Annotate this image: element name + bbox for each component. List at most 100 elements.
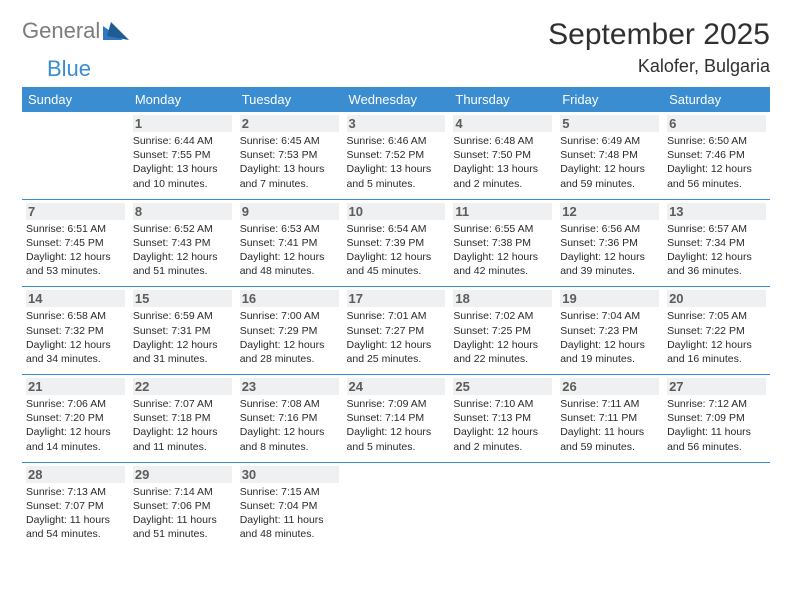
calendar-cell: 15 Sunrise: 6:59 AMSunset: 7:31 PMDayligh… [129,287,236,375]
header: General September 2025 Kalofer, Bulgaria [22,18,770,77]
day-info: Sunrise: 7:10 AMSunset: 7:13 PMDaylight:… [453,397,552,454]
day-number: 13 [667,203,766,220]
month-title: September 2025 [548,18,770,52]
calendar-cell: 11Sunrise: 6:55 AMSunset: 7:38 PMDayligh… [449,199,556,287]
calendar-cell: 25 Sunrise: 7:10 AMSunset: 7:13 PMDayligh… [449,375,556,463]
day-number: 25 [453,378,552,395]
logo-triangle-icon [103,22,129,40]
weekday-header: Tuesday [236,87,343,112]
location: Kalofer, Bulgaria [548,56,770,77]
day-number: 22 [133,378,232,395]
calendar-cell: 1 Sunrise: 6:44 AMSunset: 7:55 PMDaylight… [129,112,236,199]
calendar-cell [343,462,450,549]
day-number: 30 [240,466,339,483]
calendar-cell: 10 Sunrise: 6:54 AMSunset: 7:39 PMDayligh… [343,199,450,287]
day-number: 19 [560,290,659,307]
day-number: 11 [453,203,552,220]
day-number: 23 [240,378,339,395]
calendar-cell: 9 Sunrise: 6:53 AMSunset: 7:41 PMDaylight… [236,199,343,287]
weekday-header: Friday [556,87,663,112]
day-number: 14 [26,290,125,307]
day-info: Sunrise: 7:13 AMSunset: 7:07 PMDaylight:… [26,485,125,542]
day-number: 10 [347,203,446,220]
day-info: Sunrise: 6:58 AMSunset: 7:32 PMDaylight:… [26,309,125,366]
calendar-cell: 4 Sunrise: 6:48 AMSunset: 7:50 PMDaylight… [449,112,556,199]
calendar-cell [663,462,770,549]
day-info: Sunrise: 7:15 AMSunset: 7:04 PMDaylight:… [240,485,339,542]
calendar-row: 21 Sunrise: 7:06 AMSunset: 7:20 PMDayligh… [22,375,770,463]
day-number: 27 [667,378,766,395]
day-number: 12 [560,203,659,220]
calendar-cell: 27Sunrise: 7:12 AMSunset: 7:09 PMDayligh… [663,375,770,463]
calendar-cell: 3 Sunrise: 6:46 AMSunset: 7:52 PMDaylight… [343,112,450,199]
day-info: Sunrise: 7:08 AMSunset: 7:16 PMDaylight:… [240,397,339,454]
calendar-cell: 2 Sunrise: 6:45 AMSunset: 7:53 PMDaylight… [236,112,343,199]
day-info: Sunrise: 6:46 AMSunset: 7:52 PMDaylight:… [347,134,446,191]
day-number: 18 [453,290,552,307]
calendar-cell [556,462,663,549]
weekday-header: Sunday [22,87,129,112]
day-info: Sunrise: 7:02 AMSunset: 7:25 PMDaylight:… [453,309,552,366]
calendar-row: 7 Sunrise: 6:51 AMSunset: 7:45 PMDaylight… [22,199,770,287]
weekday-header: Monday [129,87,236,112]
calendar-row: 1 Sunrise: 6:44 AMSunset: 7:55 PMDaylight… [22,112,770,199]
day-info: Sunrise: 6:48 AMSunset: 7:50 PMDaylight:… [453,134,552,191]
day-number: 16 [240,290,339,307]
day-info: Sunrise: 7:11 AMSunset: 7:11 PMDaylight:… [560,397,659,454]
day-info: Sunrise: 6:56 AMSunset: 7:36 PMDaylight:… [560,222,659,279]
day-number: 4 [453,115,552,132]
day-info: Sunrise: 6:50 AMSunset: 7:46 PMDaylight:… [667,134,766,191]
day-number: 15 [133,290,232,307]
day-number: 28 [26,466,125,483]
weekday-header-row: Sunday Monday Tuesday Wednesday Thursday… [22,87,770,112]
day-info: Sunrise: 7:06 AMSunset: 7:20 PMDaylight:… [26,397,125,454]
day-number: 3 [347,115,446,132]
day-info: Sunrise: 7:09 AMSunset: 7:14 PMDaylight:… [347,397,446,454]
day-number: 1 [133,115,232,132]
day-info: Sunrise: 6:59 AMSunset: 7:31 PMDaylight:… [133,309,232,366]
calendar-cell: 29 Sunrise: 7:14 AMSunset: 7:06 PMDayligh… [129,462,236,549]
day-info: Sunrise: 6:54 AMSunset: 7:39 PMDaylight:… [347,222,446,279]
weekday-header: Wednesday [343,87,450,112]
calendar-cell: 22 Sunrise: 7:07 AMSunset: 7:18 PMDayligh… [129,375,236,463]
calendar-cell: 12 Sunrise: 6:56 AMSunset: 7:36 PMDayligh… [556,199,663,287]
day-number: 9 [240,203,339,220]
calendar-cell: 24 Sunrise: 7:09 AMSunset: 7:14 PMDayligh… [343,375,450,463]
day-number: 6 [667,115,766,132]
calendar-body: 1 Sunrise: 6:44 AMSunset: 7:55 PMDaylight… [22,112,770,549]
calendar-cell: 26 Sunrise: 7:11 AMSunset: 7:11 PMDayligh… [556,375,663,463]
calendar-cell: 8 Sunrise: 6:52 AMSunset: 7:43 PMDaylight… [129,199,236,287]
calendar-row: 28 Sunrise: 7:13 AMSunset: 7:07 PMDayligh… [22,462,770,549]
day-number: 5 [560,115,659,132]
weekday-header: Saturday [663,87,770,112]
calendar-cell: 5 Sunrise: 6:49 AMSunset: 7:48 PMDaylight… [556,112,663,199]
day-number: 7 [26,203,125,220]
day-number: 17 [347,290,446,307]
calendar-cell: 20Sunrise: 7:05 AMSunset: 7:22 PMDayligh… [663,287,770,375]
logo-text-general: General [22,18,100,44]
day-info: Sunrise: 6:44 AMSunset: 7:55 PMDaylight:… [133,134,232,191]
day-number: 29 [133,466,232,483]
day-info: Sunrise: 6:57 AMSunset: 7:34 PMDaylight:… [667,222,766,279]
day-number: 8 [133,203,232,220]
day-info: Sunrise: 7:01 AMSunset: 7:27 PMDaylight:… [347,309,446,366]
day-info: Sunrise: 6:45 AMSunset: 7:53 PMDaylight:… [240,134,339,191]
day-info: Sunrise: 6:52 AMSunset: 7:43 PMDaylight:… [133,222,232,279]
day-info: Sunrise: 6:53 AMSunset: 7:41 PMDaylight:… [240,222,339,279]
calendar-cell: 21 Sunrise: 7:06 AMSunset: 7:20 PMDayligh… [22,375,129,463]
day-number: 21 [26,378,125,395]
calendar-cell [449,462,556,549]
day-number: 2 [240,115,339,132]
day-number: 24 [347,378,446,395]
day-info: Sunrise: 7:04 AMSunset: 7:23 PMDaylight:… [560,309,659,366]
day-info: Sunrise: 6:51 AMSunset: 7:45 PMDaylight:… [26,222,125,279]
day-info: Sunrise: 6:49 AMSunset: 7:48 PMDaylight:… [560,134,659,191]
day-info: Sunrise: 7:05 AMSunset: 7:22 PMDaylight:… [667,309,766,366]
calendar-cell: 17 Sunrise: 7:01 AMSunset: 7:27 PMDayligh… [343,287,450,375]
calendar-cell: 23 Sunrise: 7:08 AMSunset: 7:16 PMDayligh… [236,375,343,463]
calendar-cell: 7 Sunrise: 6:51 AMSunset: 7:45 PMDaylight… [22,199,129,287]
calendar-cell [22,112,129,199]
day-info: Sunrise: 7:14 AMSunset: 7:06 PMDaylight:… [133,485,232,542]
day-info: Sunrise: 7:07 AMSunset: 7:18 PMDaylight:… [133,397,232,454]
day-number: 26 [560,378,659,395]
